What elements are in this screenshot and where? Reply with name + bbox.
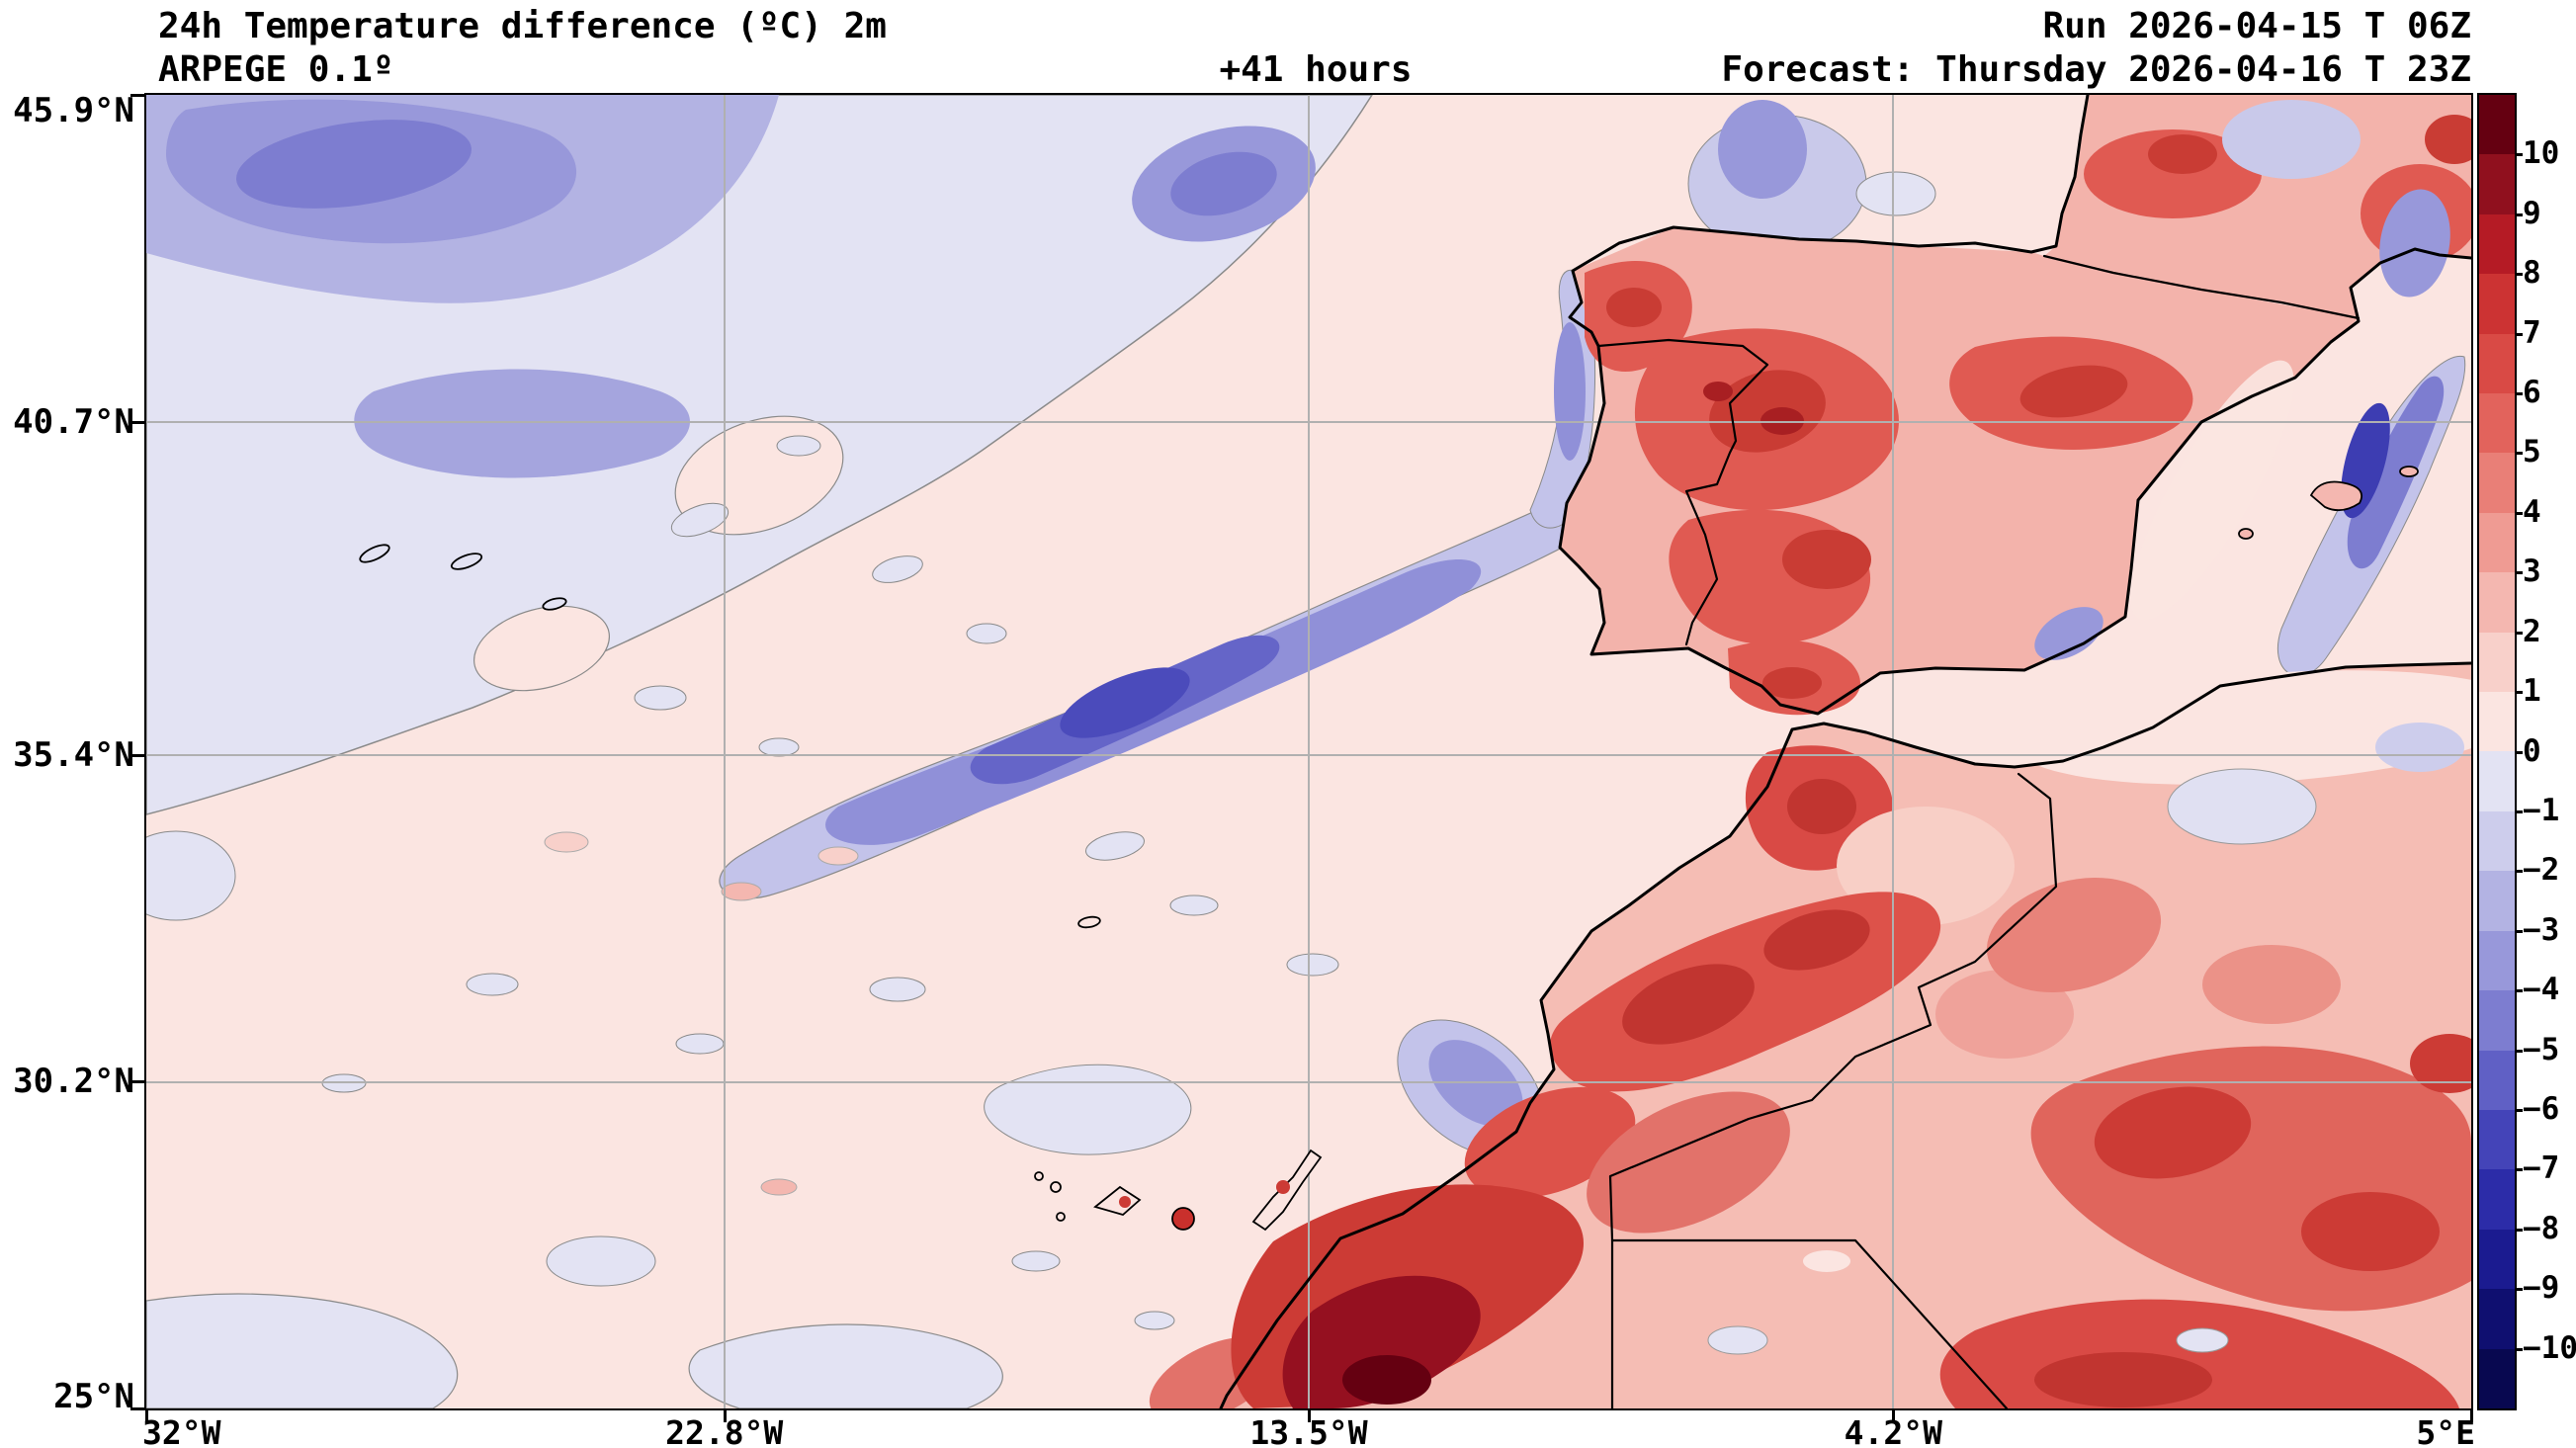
y-axis-tick-label: 45.9°N xyxy=(13,91,134,130)
islands xyxy=(359,466,2419,1232)
x-axis-tick-mark xyxy=(2470,1410,2473,1422)
colorbar-segment xyxy=(2479,95,2515,155)
colorbar-tick-label: −7 xyxy=(2523,1150,2560,1187)
colorbar-segment xyxy=(2479,274,2515,334)
colorbar-tick-label: −10 xyxy=(2523,1329,2576,1366)
colorbar-tick-mark xyxy=(2515,870,2523,874)
colorbar-segment xyxy=(2479,1169,2515,1230)
colorbar-segment xyxy=(2479,871,2515,931)
x-axis-tick-label: 32°W xyxy=(142,1413,221,1448)
colorbar-segment xyxy=(2479,990,2515,1051)
colorbar-segment xyxy=(2479,512,2515,573)
coastlines xyxy=(1219,95,2471,1408)
colorbar-tick-mark xyxy=(2515,691,2523,695)
colorbar-tick-label: −5 xyxy=(2523,1031,2560,1067)
x-axis-tick-mark xyxy=(145,1410,148,1422)
y-axis-tick-mark xyxy=(130,753,144,757)
colorbar-segment xyxy=(2479,632,2515,693)
colorbar-segment xyxy=(2479,810,2515,872)
colorbar-tick-label: 10 xyxy=(2523,135,2560,172)
colorbar xyxy=(2477,93,2517,1410)
colorbar-tick-mark xyxy=(2515,452,2523,456)
x-axis-tick-mark xyxy=(1308,1410,1311,1422)
colorbar-tick-mark xyxy=(2515,1049,2523,1053)
colorbar-segment xyxy=(2479,1109,2515,1170)
colorbar-tick-mark xyxy=(2515,273,2523,277)
colorbar-tick-label: 7 xyxy=(2523,314,2541,351)
colorbar-tick-mark xyxy=(2515,392,2523,396)
colorbar-segment xyxy=(2479,213,2515,275)
x-axis-tick-label: 5°E xyxy=(2416,1413,2475,1448)
colorbar-segment xyxy=(2479,572,2515,633)
y-axis-tick-mark xyxy=(130,1407,144,1410)
colorbar-tick-mark xyxy=(2515,1108,2523,1112)
model-label: ARPEGE 0.1º xyxy=(158,49,394,90)
colorbar-tick-mark xyxy=(2515,989,2523,993)
colorbar-tick-label: 0 xyxy=(2523,732,2541,769)
colorbar-segment xyxy=(2479,692,2515,752)
colorbar-tick-mark xyxy=(2515,809,2523,813)
lead-time-label: +41 hours xyxy=(1219,49,1413,90)
page-title: 24h Temperature difference (ºC) 2m xyxy=(158,6,887,46)
run-label: Run 2026-04-15 T 06Z xyxy=(2042,6,2471,46)
y-axis-tick-mark xyxy=(130,94,144,97)
colorbar-tick-label: 4 xyxy=(2523,493,2541,530)
colorbar-segment xyxy=(2479,1229,2515,1290)
colorbar-tick-mark xyxy=(2515,332,2523,336)
colorbar-segment xyxy=(2479,453,2515,513)
colorbar-tick-label: 5 xyxy=(2523,434,2541,470)
colorbar-segment xyxy=(2479,393,2515,454)
y-axis-tick-label: 40.7°N xyxy=(13,401,134,442)
colorbar-tick-label: 3 xyxy=(2523,554,2541,590)
plot-area xyxy=(144,93,2473,1410)
colorbar-tick-label: −9 xyxy=(2523,1270,2560,1307)
colorbar-tick-label: −2 xyxy=(2523,852,2560,889)
colorbar-tick-label: −6 xyxy=(2523,1090,2560,1127)
colorbar-tick-mark xyxy=(2515,213,2523,216)
colorbar-tick-label: −3 xyxy=(2523,911,2560,948)
colorbar-tick-label: −4 xyxy=(2523,972,2560,1008)
forecast-label: Forecast: Thursday 2026-04-16 T 23Z xyxy=(1721,49,2471,90)
colorbar-segment xyxy=(2479,930,2515,991)
colorbar-segment xyxy=(2479,751,2515,811)
colorbar-tick-mark xyxy=(2515,631,2523,635)
y-axis-tick-mark xyxy=(130,420,144,424)
y-axis-tick-mark xyxy=(130,1080,144,1084)
colorbar-segment xyxy=(2479,1050,2515,1110)
colorbar-segment xyxy=(2479,1289,2515,1349)
colorbar-tick-label: −8 xyxy=(2523,1210,2560,1246)
colorbar-tick-mark xyxy=(2515,1288,2523,1292)
colorbar-segment xyxy=(2479,154,2515,214)
colorbar-tick-mark xyxy=(2515,511,2523,515)
y-axis-tick-label: 30.2°N xyxy=(13,1062,134,1102)
map-canvas xyxy=(146,95,2471,1408)
colorbar-tick-label: 6 xyxy=(2523,375,2541,411)
colorbar-tick-label: −1 xyxy=(2523,792,2560,828)
colorbar-segment xyxy=(2479,333,2515,394)
y-axis-tick-label: 25°N xyxy=(53,1377,134,1416)
colorbar-tick-label: 9 xyxy=(2523,195,2541,231)
colorbar-tick-mark xyxy=(2515,1228,2523,1232)
colorbar-tick-mark xyxy=(2515,929,2523,933)
colorbar-tick-mark xyxy=(2515,1168,2523,1172)
colorbar-tick-label: 8 xyxy=(2523,255,2541,292)
x-axis-tick-mark xyxy=(723,1410,727,1422)
colorbar-tick-mark xyxy=(2515,1347,2523,1351)
x-axis-tick-mark xyxy=(1892,1410,1896,1422)
y-axis-tick-label: 35.4°N xyxy=(13,734,134,775)
colorbar-tick-label: 1 xyxy=(2523,673,2541,710)
colorbar-tick-mark xyxy=(2515,153,2523,157)
colorbar-tick-mark xyxy=(2515,571,2523,575)
colorbar-tick-mark xyxy=(2515,750,2523,754)
colorbar-segment xyxy=(2479,1348,2515,1408)
colorbar-tick-label: 2 xyxy=(2523,613,2541,649)
